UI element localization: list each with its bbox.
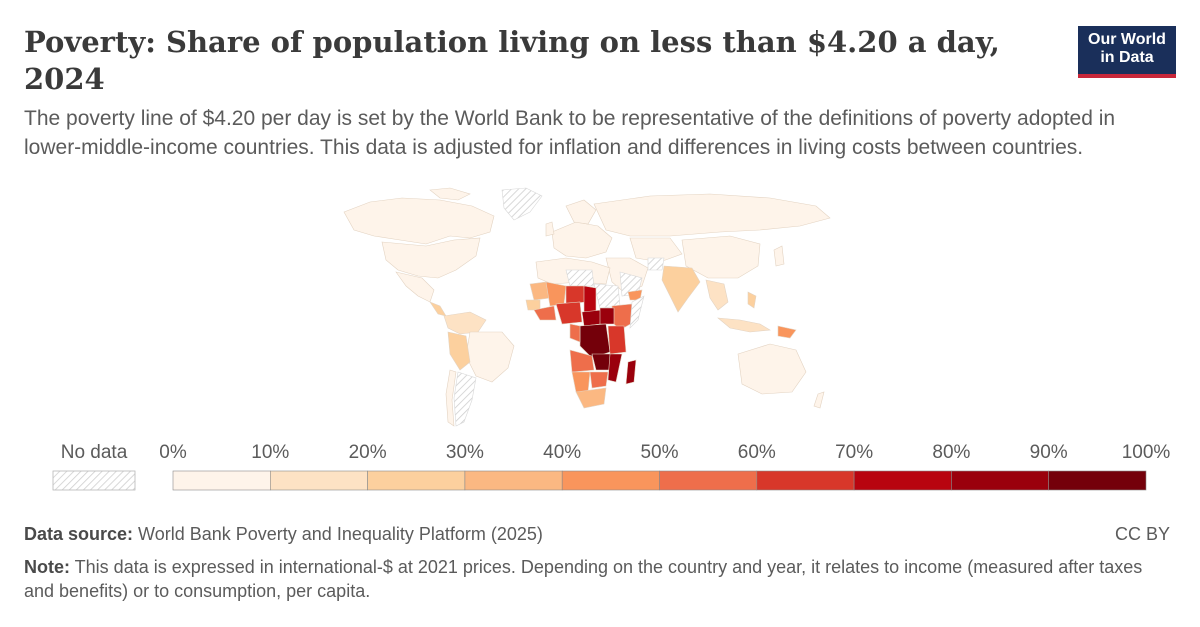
map-central-america[interactable] (429, 301, 447, 317)
logo-line-2: in Data (1100, 49, 1154, 66)
map-brazil[interactable] (465, 331, 515, 383)
data-source: Data source: World Bank Poverty and Ineq… (24, 522, 543, 546)
map-northern-south-america[interactable] (443, 311, 487, 335)
legend-bin-9[interactable] (1048, 470, 1147, 491)
map-kenya-tanzania[interactable] (607, 325, 627, 355)
map-south-africa[interactable] (575, 387, 607, 409)
license-link[interactable]: CC BY (1114, 524, 1170, 544)
map-greenland[interactable] (501, 187, 543, 221)
map-central-asia[interactable] (629, 237, 683, 263)
map-scandinavia[interactable] (565, 199, 597, 225)
legend-bins: 0% 10% 20% 30% 40% 50% 60% 70% 80% 90% 100% (159, 442, 1171, 491)
legend-tick-label: 40% (543, 442, 581, 463)
map-senegal[interactable] (525, 299, 541, 311)
legend-tick-label: 90% (1030, 442, 1068, 463)
legend-no-data-swatch (52, 470, 136, 491)
world-map[interactable] (330, 186, 870, 436)
map-mali[interactable] (545, 281, 567, 307)
map-mozambique[interactable] (607, 353, 623, 383)
legend-bin-8[interactable] (951, 470, 1050, 491)
legend-tick-label: 0% (159, 442, 187, 463)
map-india[interactable] (661, 265, 701, 313)
legend-bin-1[interactable] (269, 470, 368, 491)
owid-logo[interactable]: Our World in Data (1078, 26, 1176, 78)
map-south-sudan[interactable] (599, 307, 615, 325)
note-label: Note: (24, 557, 70, 577)
data-source-label: Data source: (24, 524, 134, 544)
map-australia[interactable] (737, 343, 807, 395)
note-text: This data is expressed in international-… (24, 557, 1143, 601)
legend-tick-label: 70% (835, 442, 873, 463)
map-usa[interactable] (381, 237, 481, 279)
map-uk[interactable] (545, 221, 555, 237)
map-peru-bolivia[interactable] (447, 331, 471, 371)
map-png[interactable] (777, 325, 797, 339)
legend-no-data-label: No data (61, 442, 128, 463)
legend-bin-5[interactable] (659, 470, 758, 491)
chart-title: Poverty: Share of population living on l… (24, 25, 1000, 96)
legend-tick-label: 20% (349, 442, 387, 463)
map-west-coast[interactable] (533, 305, 557, 321)
chart-note: Note: This data is expressed in internat… (24, 555, 1144, 603)
map-europe[interactable] (551, 221, 613, 259)
legend-tick-label: 30% (446, 442, 484, 463)
map-nigeria[interactable] (555, 301, 583, 325)
map-libya-nodata[interactable] (565, 269, 595, 287)
map-niger[interactable] (565, 285, 587, 305)
map-chile[interactable] (445, 369, 457, 427)
legend-bin-6[interactable] (756, 470, 855, 491)
legend-tick-label: 10% (251, 442, 289, 463)
legend-bin-0[interactable] (172, 470, 271, 491)
map-japan[interactable] (773, 245, 785, 267)
map-madagascar[interactable] (625, 359, 637, 385)
map-afghanistan-nodata[interactable] (647, 257, 665, 271)
map-argentina[interactable] (453, 371, 477, 427)
map-indonesia[interactable] (717, 317, 771, 333)
legend-bin-4[interactable] (561, 470, 660, 491)
map-chad[interactable] (583, 285, 597, 313)
legend-tick-label-last: 100% (1122, 442, 1171, 463)
map-philippines[interactable] (747, 291, 757, 309)
map-somalia-nodata[interactable] (629, 295, 645, 329)
map-arctic-islands[interactable] (429, 187, 471, 201)
logo-line-1: Our World (1088, 31, 1166, 48)
map-namibia[interactable] (571, 371, 591, 393)
legend-tick-label: 50% (640, 442, 678, 463)
map-car[interactable] (581, 309, 603, 327)
legend-bin-7[interactable] (853, 470, 952, 491)
map-angola[interactable] (569, 349, 595, 373)
map-gabon-congo[interactable] (569, 323, 581, 343)
map-new-zealand[interactable] (813, 391, 825, 409)
map-canada[interactable] (343, 197, 495, 245)
legend-bin-3[interactable] (464, 470, 563, 491)
data-source-text[interactable]: World Bank Poverty and Inequality Platfo… (133, 524, 543, 544)
map-drc[interactable] (579, 323, 611, 359)
legend-tick-label: 80% (932, 442, 970, 463)
map-sudan-nodata[interactable] (593, 283, 621, 309)
map-southeast-asia[interactable] (705, 279, 729, 311)
chart-subtitle: The poverty line of $4.20 per day is set… (24, 107, 1116, 159)
map-russia[interactable] (593, 193, 831, 237)
legend-tick-label: 60% (738, 442, 776, 463)
legend-bin-2[interactable] (367, 470, 466, 491)
map-botswana-zimbabwe[interactable] (589, 371, 609, 389)
